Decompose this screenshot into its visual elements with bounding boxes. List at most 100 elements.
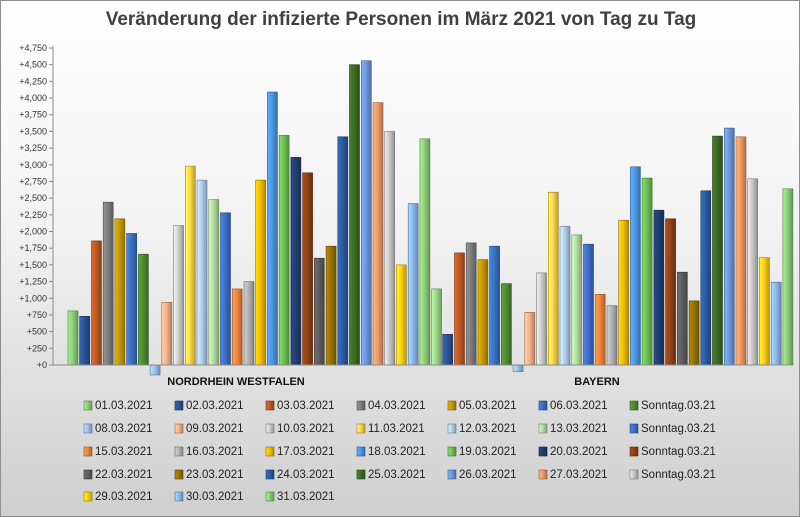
- bar: [372, 102, 384, 366]
- bar: [524, 311, 536, 366]
- bar: [255, 179, 266, 366]
- bar: [465, 242, 477, 366]
- bar: [653, 209, 665, 366]
- legend-swatch: [83, 469, 93, 480]
- bar: [700, 190, 712, 366]
- y-tick-label: +3,750: [19, 110, 47, 120]
- bar: [396, 264, 407, 366]
- y-tick-label: +1,000: [19, 293, 47, 303]
- legend-label: 11.03.2021: [368, 423, 425, 435]
- y-tick-label: +4,500: [19, 60, 47, 70]
- y-tick-label: +250: [27, 343, 47, 353]
- y-tick-label: +2,750: [19, 176, 47, 186]
- bar: [114, 218, 126, 366]
- legend-swatch: [538, 446, 548, 457]
- bar: [126, 233, 137, 366]
- bar: [536, 272, 547, 366]
- bar: [759, 257, 770, 366]
- legend-swatch: [83, 423, 93, 434]
- legend-label: 04.03.2021: [368, 400, 426, 412]
- legend-label: 10.03.2021: [277, 423, 335, 435]
- legend-label: 02.03.2021: [186, 400, 244, 412]
- y-tick-label: +3,250: [19, 143, 47, 153]
- legend-swatch: [83, 491, 93, 502]
- bar: [185, 165, 196, 366]
- bar: [723, 127, 735, 366]
- y-tick-label: +1,250: [19, 277, 47, 287]
- legend-swatch: [538, 423, 548, 434]
- legend-label: 15.03.2021: [95, 446, 153, 458]
- bar: [243, 281, 255, 366]
- bar: [594, 293, 606, 366]
- chart-title: Veränderung der infizierte Personen im M…: [105, 9, 697, 30]
- legend-label: 25.03.2021: [368, 469, 426, 481]
- legend-swatch: [447, 446, 457, 457]
- legend-label: 29.03.2021: [95, 491, 153, 503]
- category-label: BAYERN: [574, 376, 619, 388]
- legend-label: 27.03.2021: [550, 469, 608, 481]
- legend-swatch: [538, 469, 548, 480]
- bar: [79, 315, 90, 366]
- legend-label: Sonntag.03.21: [641, 400, 716, 412]
- bar: [454, 252, 465, 366]
- bar: [665, 218, 676, 366]
- legend-swatch: [629, 400, 639, 411]
- bar: [149, 364, 161, 376]
- legend-label: 08.03.2021: [95, 423, 153, 435]
- legend-swatch: [265, 400, 275, 411]
- bar: [102, 201, 114, 366]
- bar: [161, 301, 173, 366]
- bar: [547, 191, 559, 366]
- legend-label: 31.03.2021: [277, 491, 335, 503]
- legend-swatch: [629, 423, 639, 434]
- legend-swatch: [356, 446, 366, 457]
- legend-label: 30.03.2021: [186, 491, 244, 503]
- bar: [501, 283, 512, 366]
- legend-label: 19.03.2021: [459, 446, 517, 458]
- bar: [618, 219, 630, 366]
- bar: [325, 245, 337, 366]
- y-tick-label: +3,000: [19, 160, 47, 170]
- bar: [302, 172, 313, 366]
- bar: [770, 281, 782, 366]
- legend-swatch: [83, 400, 93, 411]
- legend-label: 24.03.2021: [277, 469, 335, 481]
- bar: [337, 136, 349, 366]
- bar: [606, 305, 618, 366]
- bar: [220, 212, 231, 366]
- bar: [583, 243, 594, 366]
- bar: [196, 179, 208, 366]
- legend-swatch: [356, 400, 366, 411]
- y-tick-label: +2,250: [19, 210, 47, 220]
- legend-label: 20.03.2021: [550, 446, 608, 458]
- legend-label: 22.03.2021: [95, 469, 153, 481]
- y-tick-label: +0: [37, 360, 47, 370]
- legend-label: 26.03.2021: [459, 469, 517, 481]
- legend-swatch: [174, 400, 184, 411]
- legend-label: 05.03.2021: [459, 400, 517, 412]
- bar: [360, 60, 372, 366]
- bar: [747, 178, 759, 366]
- bar: [313, 257, 325, 366]
- legend-swatch: [356, 469, 366, 480]
- bar: [712, 135, 723, 366]
- bar: [173, 225, 184, 366]
- bar: [676, 271, 688, 366]
- bar: [419, 138, 431, 366]
- legend-swatch: [265, 423, 275, 434]
- bar: [91, 240, 102, 366]
- legend-label: Sonntag.03.21: [641, 446, 716, 458]
- bar: [138, 253, 149, 366]
- bar: [67, 310, 79, 366]
- y-tick-label: +4,250: [19, 76, 47, 86]
- bar: [278, 135, 290, 366]
- y-tick-label: +1,500: [19, 260, 47, 270]
- bar: [208, 199, 220, 366]
- bar: [641, 177, 653, 366]
- bar: [231, 288, 243, 366]
- legend-swatch: [83, 446, 93, 457]
- legend-label: 17.03.2021: [277, 446, 335, 458]
- category-label: NORDRHEIN WESTFALEN: [167, 376, 305, 388]
